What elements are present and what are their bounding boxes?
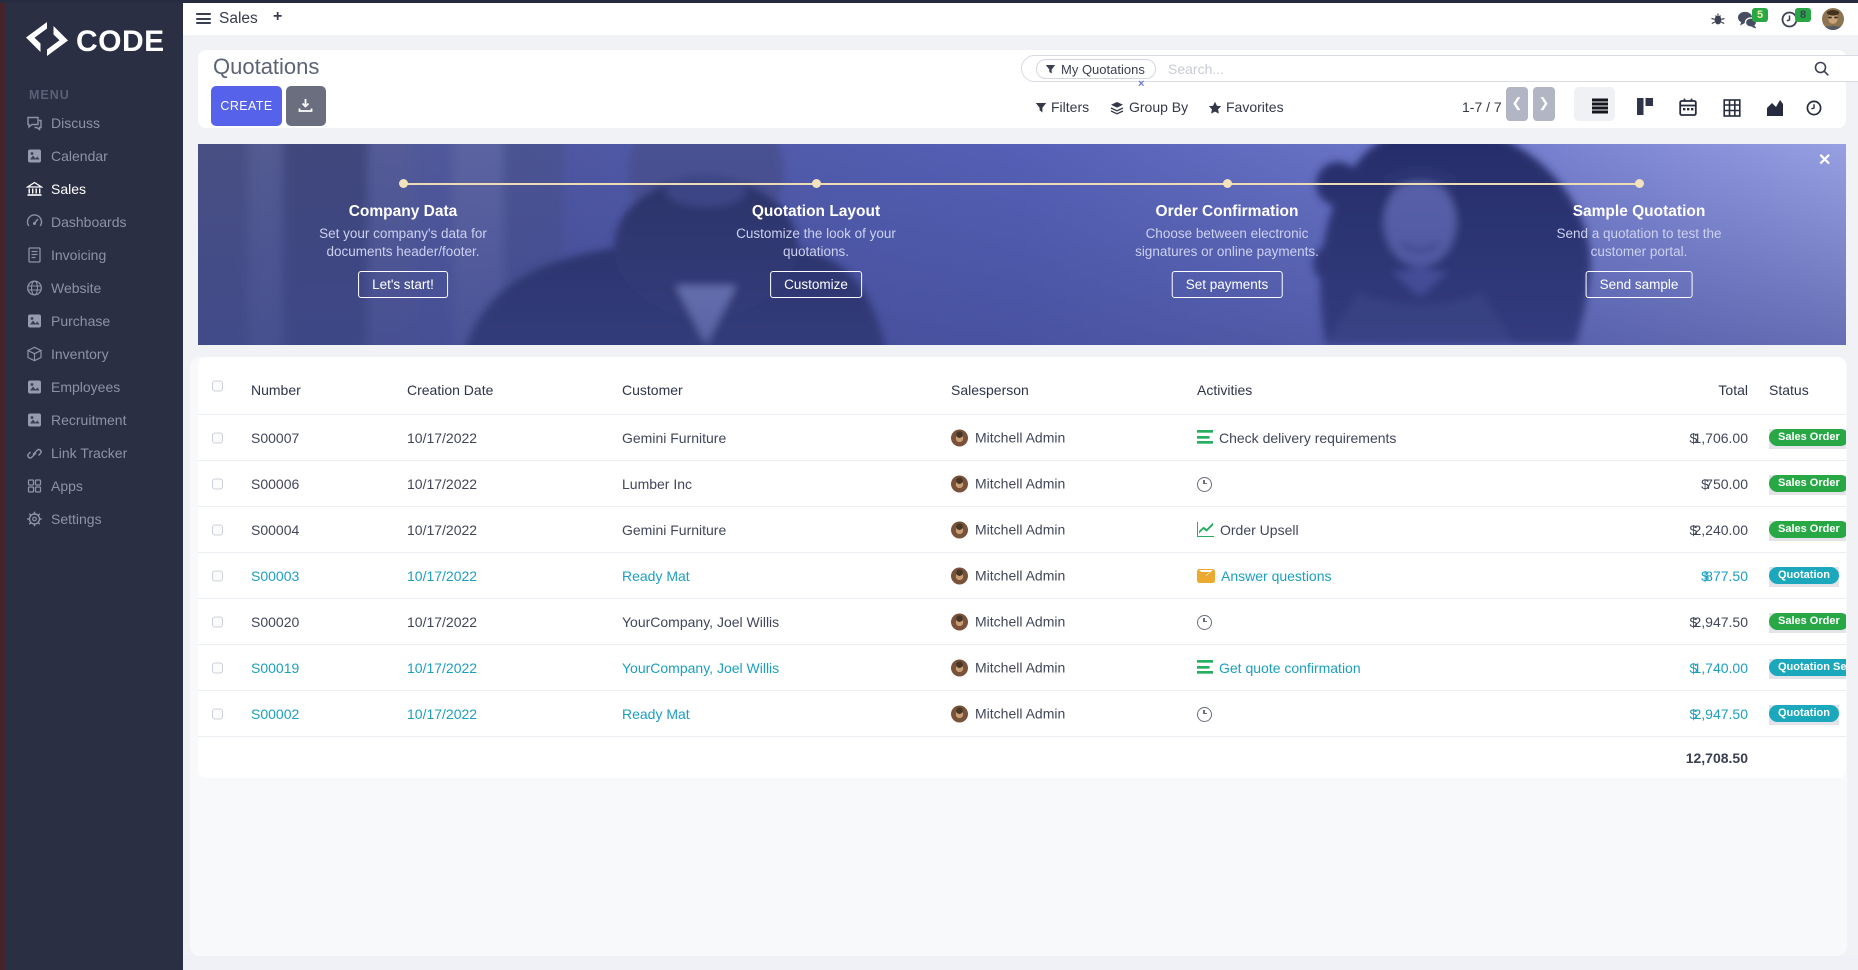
svg-text:CODE: CODE [76,25,165,56]
